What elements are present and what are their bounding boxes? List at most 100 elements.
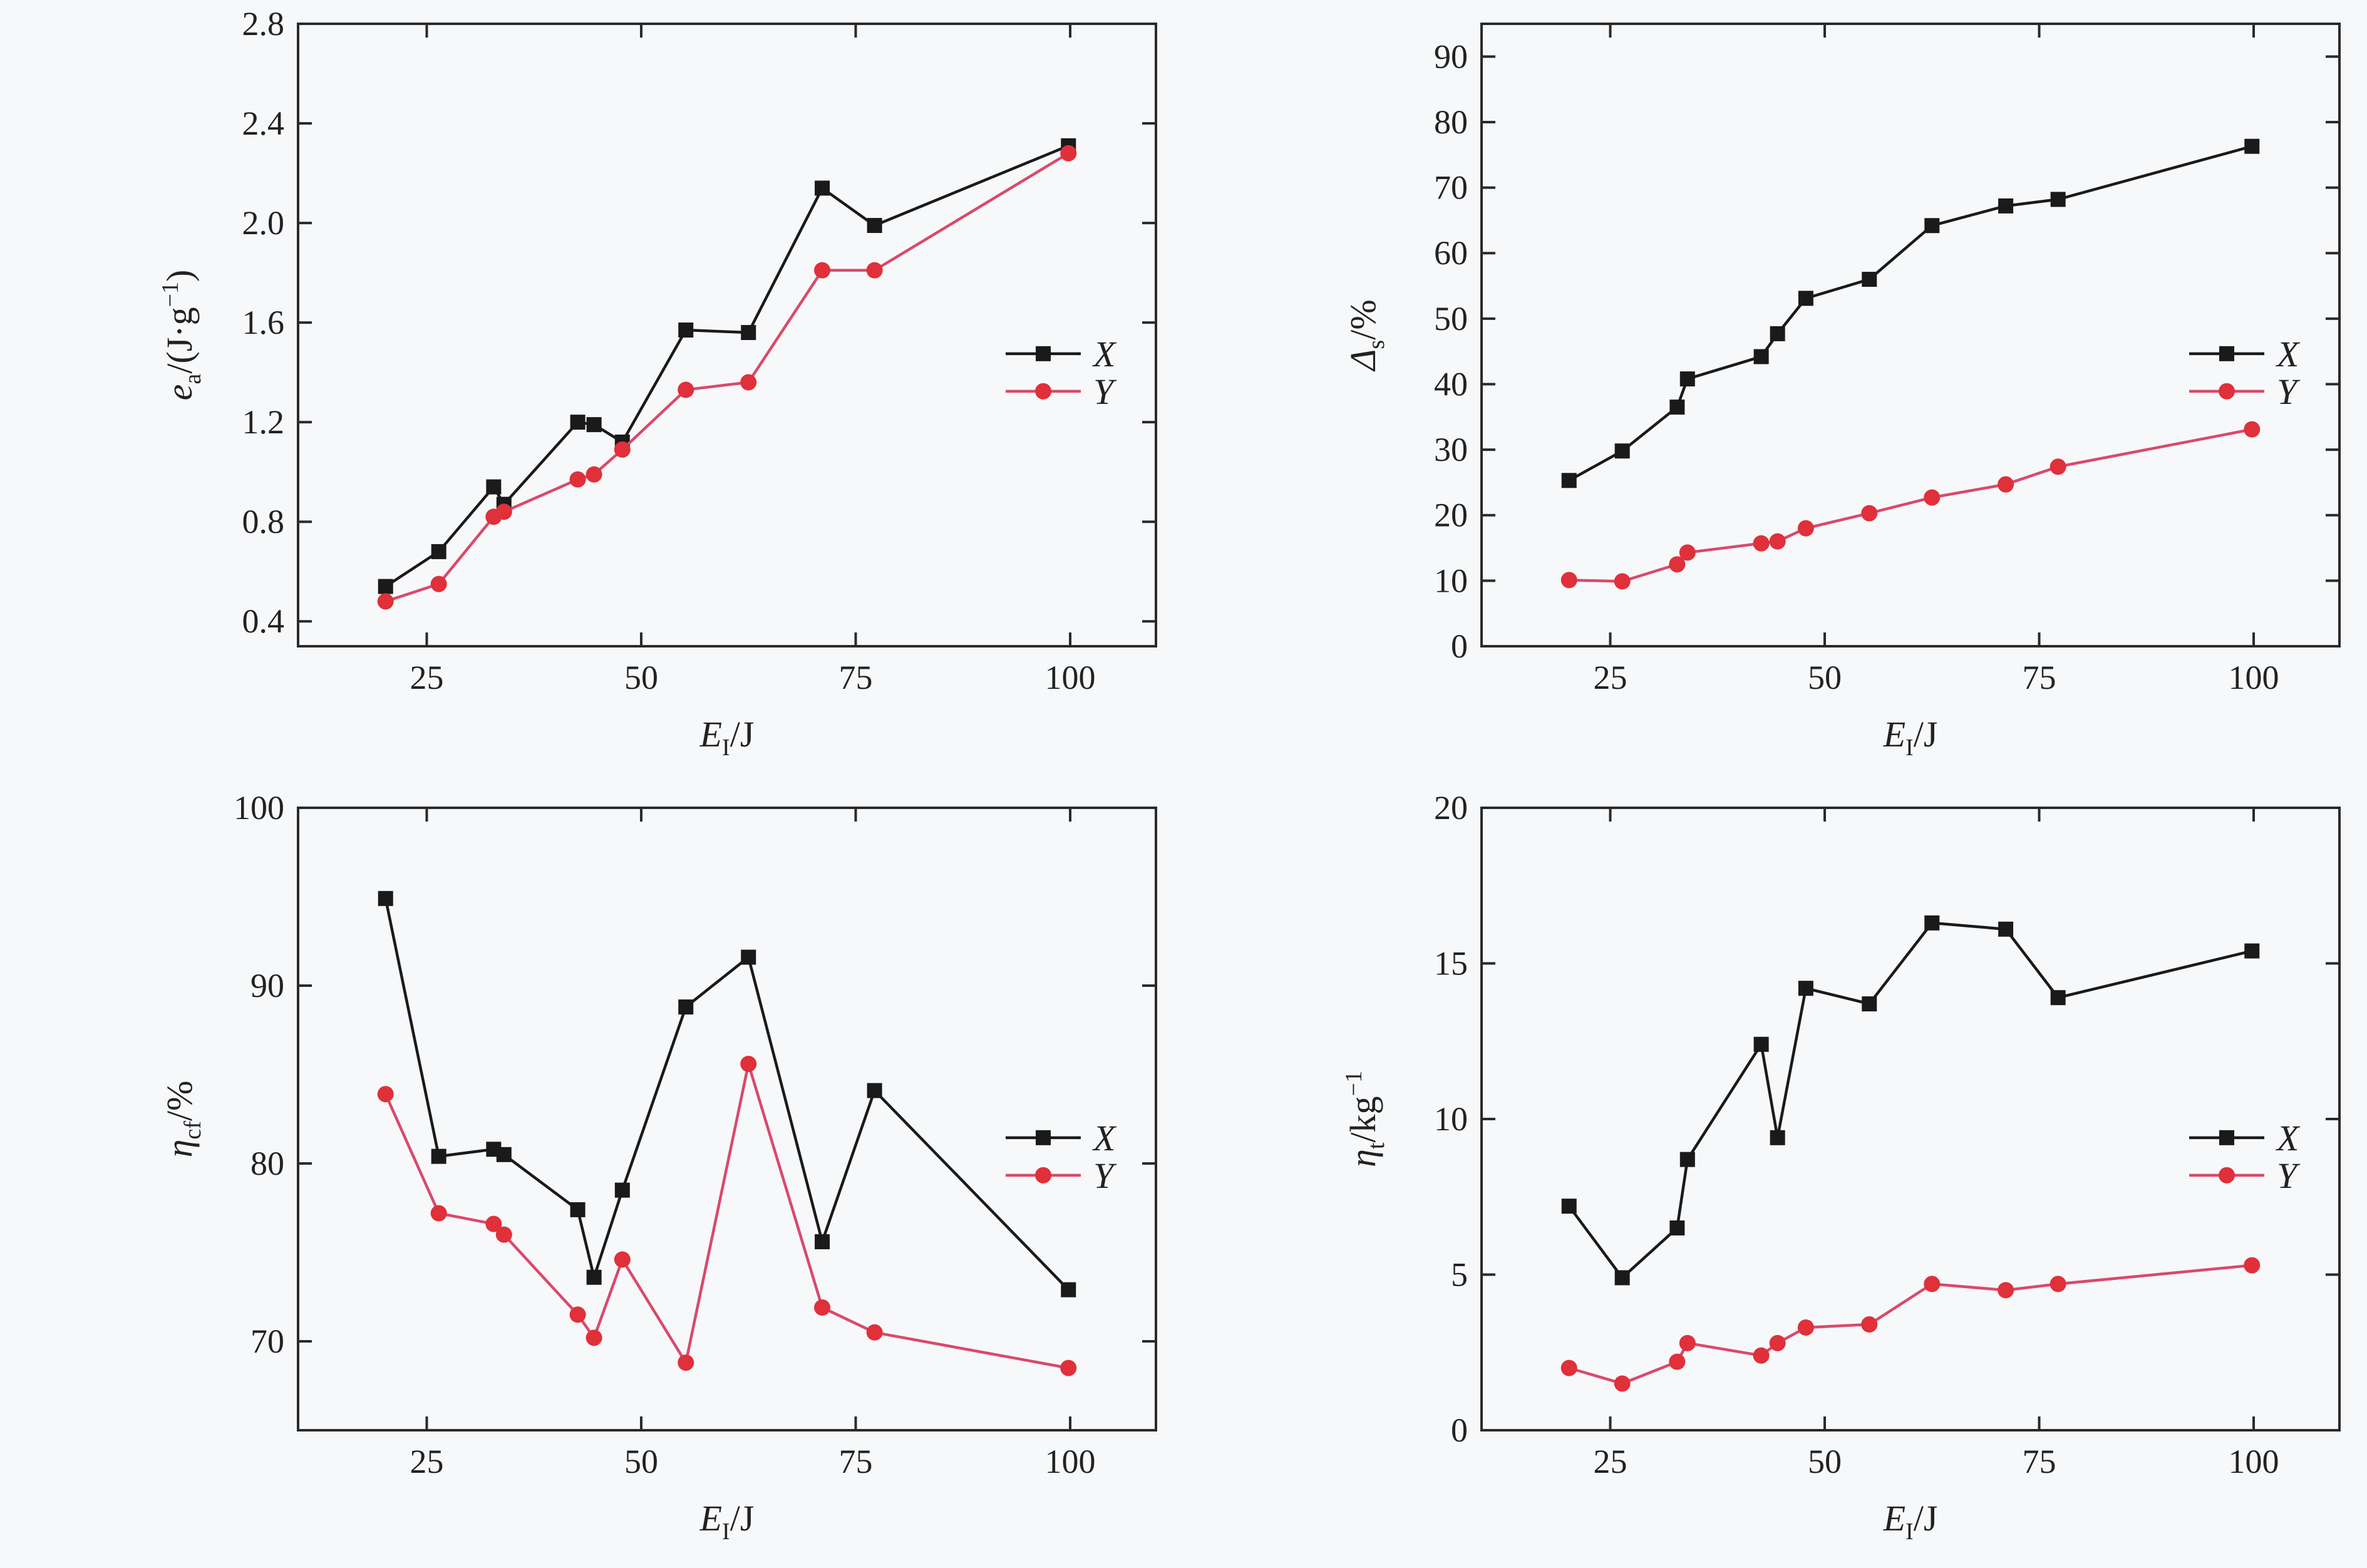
x-label-unit: /J	[1914, 1498, 1938, 1539]
point-X	[815, 180, 830, 196]
x-label-main: E	[1883, 714, 1905, 755]
y-tick-label: 50	[1434, 300, 1468, 338]
y-label-main: η	[1343, 1149, 1383, 1167]
plot-frame	[297, 807, 1157, 1431]
legend-marker-Y	[2219, 383, 2235, 400]
y-tick-label: 90	[1434, 38, 1468, 75]
point-Y	[814, 262, 831, 279]
point-X	[614, 1182, 630, 1198]
legend-label-X: X	[1092, 334, 1117, 374]
chart-svg: 25 50 75 100 0 10 20 30 40 50 60 70 80 90 EI/J Δs/% XY	[1343, 23, 2341, 761]
point-X	[2244, 943, 2260, 959]
y-label-sup: −1	[157, 282, 183, 307]
point-Y	[1861, 1316, 1878, 1333]
point-Y	[1769, 533, 1786, 550]
point-Y	[740, 374, 757, 391]
legend-label-X: X	[2276, 1118, 2301, 1158]
point-X	[586, 1269, 602, 1285]
y-tick-label: 80	[1434, 103, 1468, 141]
point-Y	[430, 1205, 447, 1222]
y-label-unit: /%	[159, 1081, 200, 1121]
x-tick-label: 75	[2023, 659, 2056, 696]
y-tick-label: 70	[250, 1323, 284, 1360]
series-line-X	[1568, 145, 2252, 482]
point-Y	[1797, 520, 1814, 537]
y-tick-label: 100	[234, 789, 284, 827]
y-label-unit: /(J·g	[159, 307, 200, 373]
series-line-X	[384, 144, 1070, 588]
y-tick-label: 5	[1451, 1256, 1468, 1294]
point-X	[1669, 400, 1685, 415]
point-X	[570, 415, 585, 430]
point-Y	[1679, 544, 1696, 561]
point-Y	[430, 575, 447, 592]
y-tick-label: 2.8	[242, 5, 285, 43]
point-X	[678, 322, 694, 338]
point-Y	[1797, 1319, 1814, 1336]
point-X	[570, 1202, 585, 1217]
x-label-unit: /J	[730, 1498, 755, 1539]
series-line-X	[1567, 921, 2252, 1280]
point-X	[741, 325, 756, 341]
y-tick-label: 10	[1434, 1100, 1468, 1138]
y-tick-label: 10	[1434, 562, 1468, 599]
point-Y	[585, 1329, 602, 1346]
legend-label-X: X	[2276, 334, 2301, 374]
point-X	[867, 218, 882, 234]
x-label-sub: I	[1905, 1519, 1914, 1545]
point-Y	[1924, 1276, 1941, 1292]
point-X	[378, 890, 393, 906]
point-X	[1798, 291, 1813, 306]
point-X	[1770, 326, 1785, 341]
series-line-Y	[1569, 1264, 2252, 1385]
y-tick-label: 90	[250, 967, 284, 1004]
point-Y	[585, 466, 602, 483]
chart-panel-delta-s: 25 50 75 100 0 10 20 30 40 50 60 70 80 90 EI/J Δs/% X Y	[1184, 0, 2367, 784]
x-tick-label: 25	[410, 659, 444, 696]
point-Y	[1998, 1282, 2014, 1299]
y-tick-label: 40	[1434, 365, 1468, 403]
x-tick-label: 75	[839, 659, 873, 696]
y-tick-label: 1.2	[242, 403, 285, 441]
legend-marker-X	[1036, 346, 1051, 361]
y-tick-label: 0	[1451, 627, 1468, 665]
legend-marker-X	[2219, 1130, 2234, 1145]
point-X	[1924, 915, 1940, 931]
x-tick-label: 75	[839, 1443, 873, 1480]
x-label-sub: I	[722, 735, 730, 761]
y-tick-label: 1.6	[242, 304, 285, 341]
point-Y	[1060, 145, 1077, 162]
point-Y	[1924, 489, 1941, 506]
x-tick-label: 100	[1045, 659, 1096, 696]
x-tick-label: 25	[1594, 659, 1627, 696]
y-tick-label: 20	[1434, 789, 1468, 827]
y-label-close: )	[159, 270, 200, 282]
chart-panel-energy-absorption: 25 50 75 100 0.4 0.8 1.2 1.6 2.0 2.4 2.8 EI/J ea/(J·…	[0, 0, 1184, 784]
y-label-main: e	[159, 384, 200, 401]
chart-svg: 25 50 75 100 0.4 0.8 1.2 1.6 2.0 2.4 2.8 EI/J ea/(J·…	[157, 5, 1157, 761]
point-Y	[1861, 505, 1878, 522]
y-tick-label: 0.4	[242, 602, 285, 640]
point-Y	[1753, 535, 1770, 552]
y-tick-label: 2.4	[242, 105, 285, 142]
y-tick-label: 30	[1434, 431, 1468, 468]
x-tick-label: 25	[410, 1443, 444, 1480]
point-X	[1753, 349, 1769, 364]
legend-label-Y: Y	[2277, 371, 2301, 412]
y-label-main: η	[159, 1140, 200, 1158]
y-label-sup: −1	[1341, 1071, 1367, 1096]
point-Y	[2244, 421, 2261, 438]
point-X	[486, 479, 502, 495]
chart-svg: 25 50 75 100 0 5 10 15 20 EI/J ηt/kg−1 XY	[1341, 789, 2341, 1545]
point-Y	[814, 1299, 831, 1316]
point-Y	[485, 1215, 502, 1232]
legend-label-Y: Y	[1093, 371, 1117, 412]
point-Y	[1060, 1359, 1077, 1376]
point-X	[678, 999, 694, 1015]
y-label-sub: s	[1363, 340, 1390, 349]
x-tick-label: 25	[1594, 1443, 1627, 1480]
legend-marker-Y	[1035, 1167, 1051, 1184]
point-X	[2244, 138, 2260, 154]
y-tick-label: 80	[250, 1145, 284, 1182]
legend-marker-X	[2219, 346, 2234, 361]
